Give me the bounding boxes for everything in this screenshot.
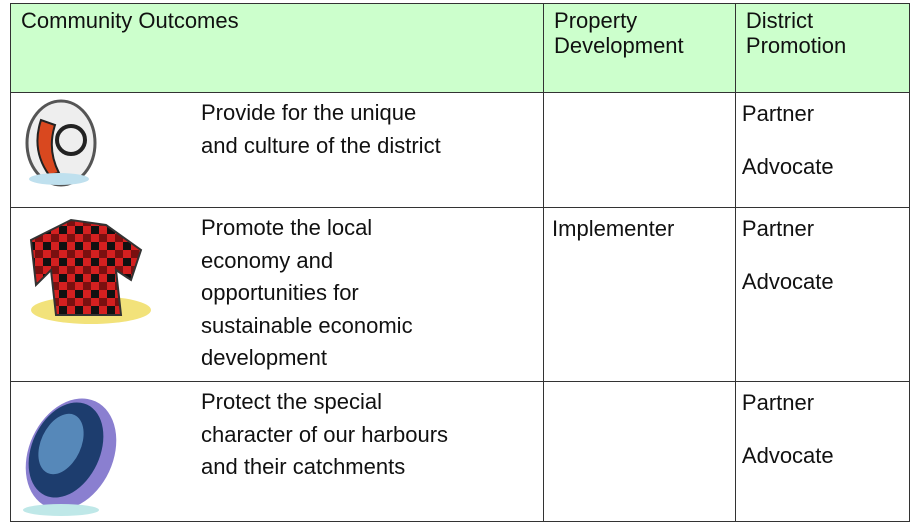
- header-cell: Property Development: [543, 3, 736, 93]
- outcome-lines: Promote the local economy and opportunit…: [201, 208, 413, 375]
- row: Promote the local economy and opportunit…: [9, 207, 910, 382]
- outcome-line: economy and: [201, 247, 334, 273]
- promotion-cell: Partner Advocate: [734, 381, 910, 522]
- outcome-line: sustainable economic: [201, 312, 413, 338]
- header-row: Community Outcomes Property Development …: [9, 3, 910, 93]
- outcome-line: Provide for the unique: [201, 100, 417, 125]
- row: Provide for the unique and culture of th…: [9, 92, 910, 208]
- globe-icon: [23, 398, 117, 516]
- outcome-line: character of our harbours: [201, 421, 449, 447]
- outcome-cell: Promote the local economy and opportunit…: [9, 207, 545, 382]
- shirt-icon: [29, 218, 151, 324]
- role: Partner: [741, 216, 815, 241]
- row: Protect the special character of our har…: [9, 381, 910, 522]
- promotion-cell: Partner Advocate: [734, 207, 910, 382]
- role: Advocate: [741, 154, 834, 179]
- page: Community Outcomes Property Development …: [9, 3, 910, 522]
- header-cell: Community Outcomes: [9, 3, 545, 93]
- outcome-line: Protect the special: [201, 389, 382, 414]
- outcome-line: and their catchments: [201, 454, 406, 479]
- outcome-cell: Protect the special character of our har…: [9, 381, 545, 522]
- outcomes-table: Community Outcomes Property Development …: [9, 3, 910, 522]
- outcome-line: and culture of the district: [201, 132, 441, 158]
- outcome-line: development: [201, 345, 327, 370]
- outcome-line: Promote the local: [201, 215, 373, 240]
- outcome-line: opportunities for: [201, 280, 359, 305]
- outcome-lines: Protect the special character of our har…: [201, 382, 448, 518]
- property-cell: Implementer: [543, 207, 736, 382]
- property-cell: [543, 92, 736, 208]
- koru-icon: [25, 99, 97, 187]
- role: Partner: [741, 390, 815, 415]
- role: Advocate: [741, 269, 834, 294]
- outcome-lines: Provide for the unique and culture of th…: [201, 93, 441, 187]
- property-cell: [543, 381, 736, 522]
- role: Partner: [741, 101, 815, 126]
- role: Advocate: [741, 443, 834, 468]
- promotion-cell: Partner Advocate: [734, 92, 910, 208]
- outcome-cell: Provide for the unique and culture of th…: [9, 92, 545, 208]
- header-cell: District Promotion: [734, 3, 910, 93]
